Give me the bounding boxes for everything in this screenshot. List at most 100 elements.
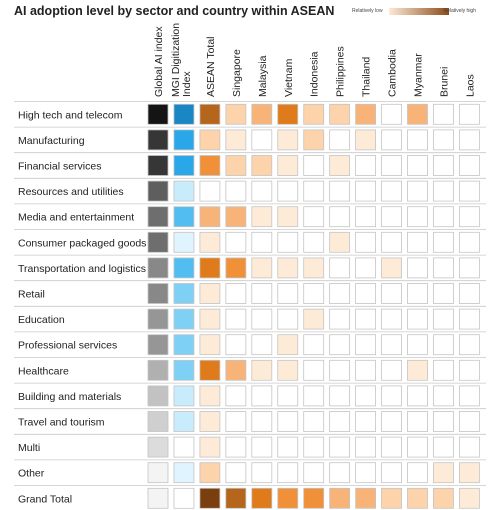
cell-retail-cambodia	[381, 283, 402, 304]
legend: Relatively low Relatively high	[352, 6, 476, 20]
cell-professional-services-thailand	[355, 334, 377, 356]
cell-grand-total-indonesia	[303, 487, 325, 509]
cell-grand-total-asean-total	[199, 487, 221, 509]
cell-high-tech-and-telecom-myanmar	[407, 103, 428, 125]
row-label-multi: Multi	[18, 442, 40, 454]
cell-building-and-materials-vietnam	[277, 385, 299, 407]
cell-other-malaysia	[251, 462, 273, 484]
cell-financial-services-indonesia	[303, 155, 325, 176]
column-header-global-ai-index: Global AI index	[153, 26, 165, 97]
cell-retail-mgi-digitization-index	[173, 283, 195, 304]
cell-retail-brunei	[433, 283, 454, 304]
cell-other-asean-total	[199, 462, 221, 484]
row-label-grand-total: Grand Total	[18, 493, 72, 505]
cell-retail-myanmar	[407, 283, 428, 304]
cell-other-indonesia	[303, 462, 325, 484]
cell-building-and-materials-singapore	[225, 385, 247, 407]
cell-consumer-packaged-goods-cambodia	[381, 231, 402, 253]
cell-manufacturing-vietnam	[277, 129, 299, 151]
cell-resources-and-utilities-malaysia	[251, 180, 273, 202]
cell-professional-services-brunei	[433, 334, 454, 356]
cell-education-cambodia	[381, 308, 402, 330]
cell-transportation-and-logistics-asean-total	[199, 257, 221, 279]
cell-media-and-entertainment-laos	[458, 206, 480, 228]
cell-building-and-materials-asean-total	[199, 385, 221, 407]
cell-media-and-entertainment-asean-total	[199, 206, 221, 228]
row-label-healthcare: Healthcare	[18, 365, 69, 377]
cell-high-tech-and-telecom-mgi-digitization-index	[173, 103, 195, 125]
cell-transportation-and-logistics-indonesia	[303, 257, 325, 279]
cell-travel-and-tourism-cambodia	[381, 411, 402, 432]
cell-media-and-entertainment-myanmar	[407, 206, 428, 228]
cell-financial-services-malaysia	[251, 155, 273, 176]
cell-resources-and-utilities-mgi-digitization-index	[173, 180, 195, 202]
cell-building-and-materials-brunei	[433, 385, 454, 407]
cell-transportation-and-logistics-thailand	[355, 257, 377, 279]
cell-resources-and-utilities-indonesia	[303, 180, 325, 202]
row-label-education: Education	[18, 314, 65, 326]
cell-education-philippines	[329, 308, 351, 330]
cell-manufacturing-asean-total	[199, 129, 221, 151]
cell-financial-services-philippines	[329, 155, 351, 176]
cell-retail-asean-total	[199, 283, 221, 304]
row-label-resources-and-utilities: Resources and utilities	[18, 186, 124, 198]
cell-transportation-and-logistics-cambodia	[381, 257, 402, 279]
cell-travel-and-tourism-mgi-digitization-index	[173, 411, 195, 432]
row-label-building-and-materials: Building and materials	[18, 391, 121, 403]
cell-grand-total-philippines	[329, 487, 351, 509]
cell-healthcare-laos	[458, 359, 480, 381]
cell-professional-services-vietnam	[277, 334, 299, 356]
column-header-mgi-digitization-index: Index	[181, 71, 193, 97]
cell-financial-services-myanmar	[407, 155, 428, 176]
chart-title: AI adoption level by sector and country …	[14, 4, 335, 18]
cell-consumer-packaged-goods-thailand	[355, 231, 377, 253]
cell-healthcare-cambodia	[381, 359, 402, 381]
cell-media-and-entertainment-singapore	[225, 206, 247, 228]
cell-other-thailand	[355, 462, 377, 484]
column-header-malaysia: Malaysia	[257, 55, 269, 97]
row-label-transportation-and-logistics: Transportation and logistics	[18, 263, 146, 275]
cell-transportation-and-logistics-vietnam	[277, 257, 299, 279]
cell-professional-services-asean-total	[199, 334, 221, 356]
cell-resources-and-utilities-singapore	[225, 180, 247, 202]
cell-professional-services-philippines	[329, 334, 351, 356]
cell-building-and-materials-malaysia	[251, 385, 273, 407]
cell-building-and-materials-mgi-digitization-index	[173, 385, 195, 407]
cell-healthcare-indonesia	[303, 359, 325, 381]
cell-consumer-packaged-goods-indonesia	[303, 231, 325, 253]
row-label-high-tech-and-telecom: High tech and telecom	[18, 109, 123, 121]
cell-multi-myanmar	[407, 436, 428, 458]
cell-media-and-entertainment-philippines	[329, 206, 351, 228]
cell-transportation-and-logistics-myanmar	[407, 257, 428, 279]
cell-manufacturing-global-ai-index	[147, 129, 169, 151]
cell-healthcare-myanmar	[407, 359, 428, 381]
cell-professional-services-cambodia	[381, 334, 402, 356]
cell-transportation-and-logistics-mgi-digitization-index	[173, 257, 195, 279]
cell-education-asean-total	[199, 308, 221, 330]
cell-financial-services-mgi-digitization-index	[173, 155, 195, 176]
cell-transportation-and-logistics-malaysia	[251, 257, 273, 279]
row-label-retail: Retail	[18, 289, 45, 301]
cell-retail-vietnam	[277, 283, 299, 304]
column-header-indonesia: Indonesia	[309, 51, 321, 97]
cell-consumer-packaged-goods-mgi-digitization-index	[173, 231, 195, 253]
cell-grand-total-thailand	[355, 487, 377, 509]
cell-education-laos	[458, 308, 480, 330]
cell-manufacturing-cambodia	[381, 129, 402, 151]
cell-building-and-materials-global-ai-index	[147, 385, 169, 407]
cell-other-laos	[458, 462, 480, 484]
cell-consumer-packaged-goods-laos	[458, 231, 480, 253]
cell-financial-services-laos	[458, 155, 480, 176]
cell-education-thailand	[355, 308, 377, 330]
cell-manufacturing-thailand	[355, 129, 377, 151]
cell-transportation-and-logistics-laos	[458, 257, 480, 279]
cell-resources-and-utilities-myanmar	[407, 180, 428, 202]
cell-resources-and-utilities-asean-total	[199, 180, 221, 202]
cell-transportation-and-logistics-global-ai-index	[147, 257, 169, 279]
cell-multi-thailand	[355, 436, 377, 458]
cell-travel-and-tourism-singapore	[225, 411, 247, 432]
cell-multi-mgi-digitization-index	[173, 436, 195, 458]
cell-financial-services-asean-total	[199, 155, 221, 176]
cell-transportation-and-logistics-singapore	[225, 257, 247, 279]
cell-building-and-materials-indonesia	[303, 385, 325, 407]
